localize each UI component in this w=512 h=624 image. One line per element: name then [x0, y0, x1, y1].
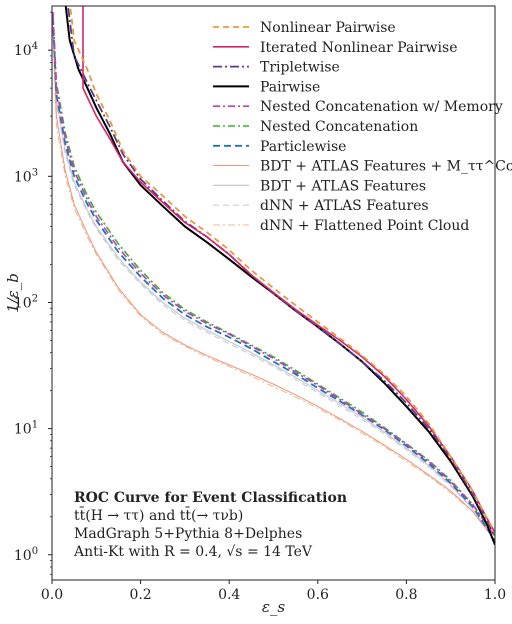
legend-label: Iterated Nonlinear Pairwise — [260, 40, 457, 56]
y-tick-label: 104 — [14, 41, 38, 59]
roc-curve-6 — [52, 17, 495, 541]
roc-curve-0 — [69, 6, 495, 534]
x-tick-label: 0.4 — [218, 587, 240, 603]
y-tick-label: 103 — [14, 167, 38, 185]
x-tick-label: 1.0 — [484, 587, 506, 603]
roc-curve-9 — [52, 27, 495, 541]
legend-label: Particlewise — [260, 139, 346, 155]
y-tick-label: 101 — [14, 420, 38, 438]
annotation-block: ROC Curve for Event Classification tt̄(H… — [73, 490, 347, 560]
legend-label: dNN + ATLAS Features — [260, 198, 429, 214]
annotation-process: tt̄(H → ττ) and tt̄(→ τνb) — [74, 506, 243, 524]
annotation-title: ROC Curve for Event Classification — [74, 490, 347, 506]
legend: Nonlinear Pairwise Iterated Nonlinear Pai… — [213, 20, 512, 234]
y-tick-label: 100 — [14, 546, 38, 564]
roc-curve-10 — [52, 31, 495, 541]
y-tick-label: 102 — [14, 293, 38, 311]
x-tick-label: 0.6 — [307, 587, 329, 603]
legend-label: Nonlinear Pairwise — [260, 20, 396, 36]
x-tick-label: 0.0 — [41, 587, 63, 603]
legend-label: dNN + Flattened Point Cloud — [260, 218, 469, 234]
legend-label: Nested Concatenation — [260, 119, 418, 135]
annotation-jet-config: Anti-Kt with R = 0.4, √s = 14 TeV — [73, 544, 313, 560]
roc-curve-3 — [64, 6, 495, 546]
legend-label: Nested Concatenation w/ Memory — [260, 99, 503, 115]
roc-curve-4 — [52, 12, 495, 537]
x-tick-label: 0.8 — [395, 587, 417, 603]
legend-label: BDT + ATLAS Features + M_ττ^Coll — [260, 159, 512, 175]
roc-curve-7 — [52, 24, 495, 541]
annotation-generator: MadGraph 5+Pythia 8+Delphes — [74, 526, 302, 542]
legend-label: Pairwise — [260, 79, 320, 95]
legend-label: Tripletwise — [260, 60, 340, 76]
axes: 0.0 0.2 0.4 0.6 0.8 1.0 100 101 102 103 104 ε_s 1/ε_… — [4, 5, 506, 616]
y-axis-label: 1/ε_b — [4, 273, 22, 313]
roc-curves — [52, 6, 495, 546]
roc-curve-1 — [82, 6, 495, 533]
roc-curve-8 — [52, 27, 495, 541]
x-tick-label: 0.2 — [129, 587, 151, 603]
legend-label: BDT + ATLAS Features — [260, 178, 426, 194]
x-axis-label: ε_s — [262, 598, 286, 616]
plot-frame — [51, 5, 496, 581]
